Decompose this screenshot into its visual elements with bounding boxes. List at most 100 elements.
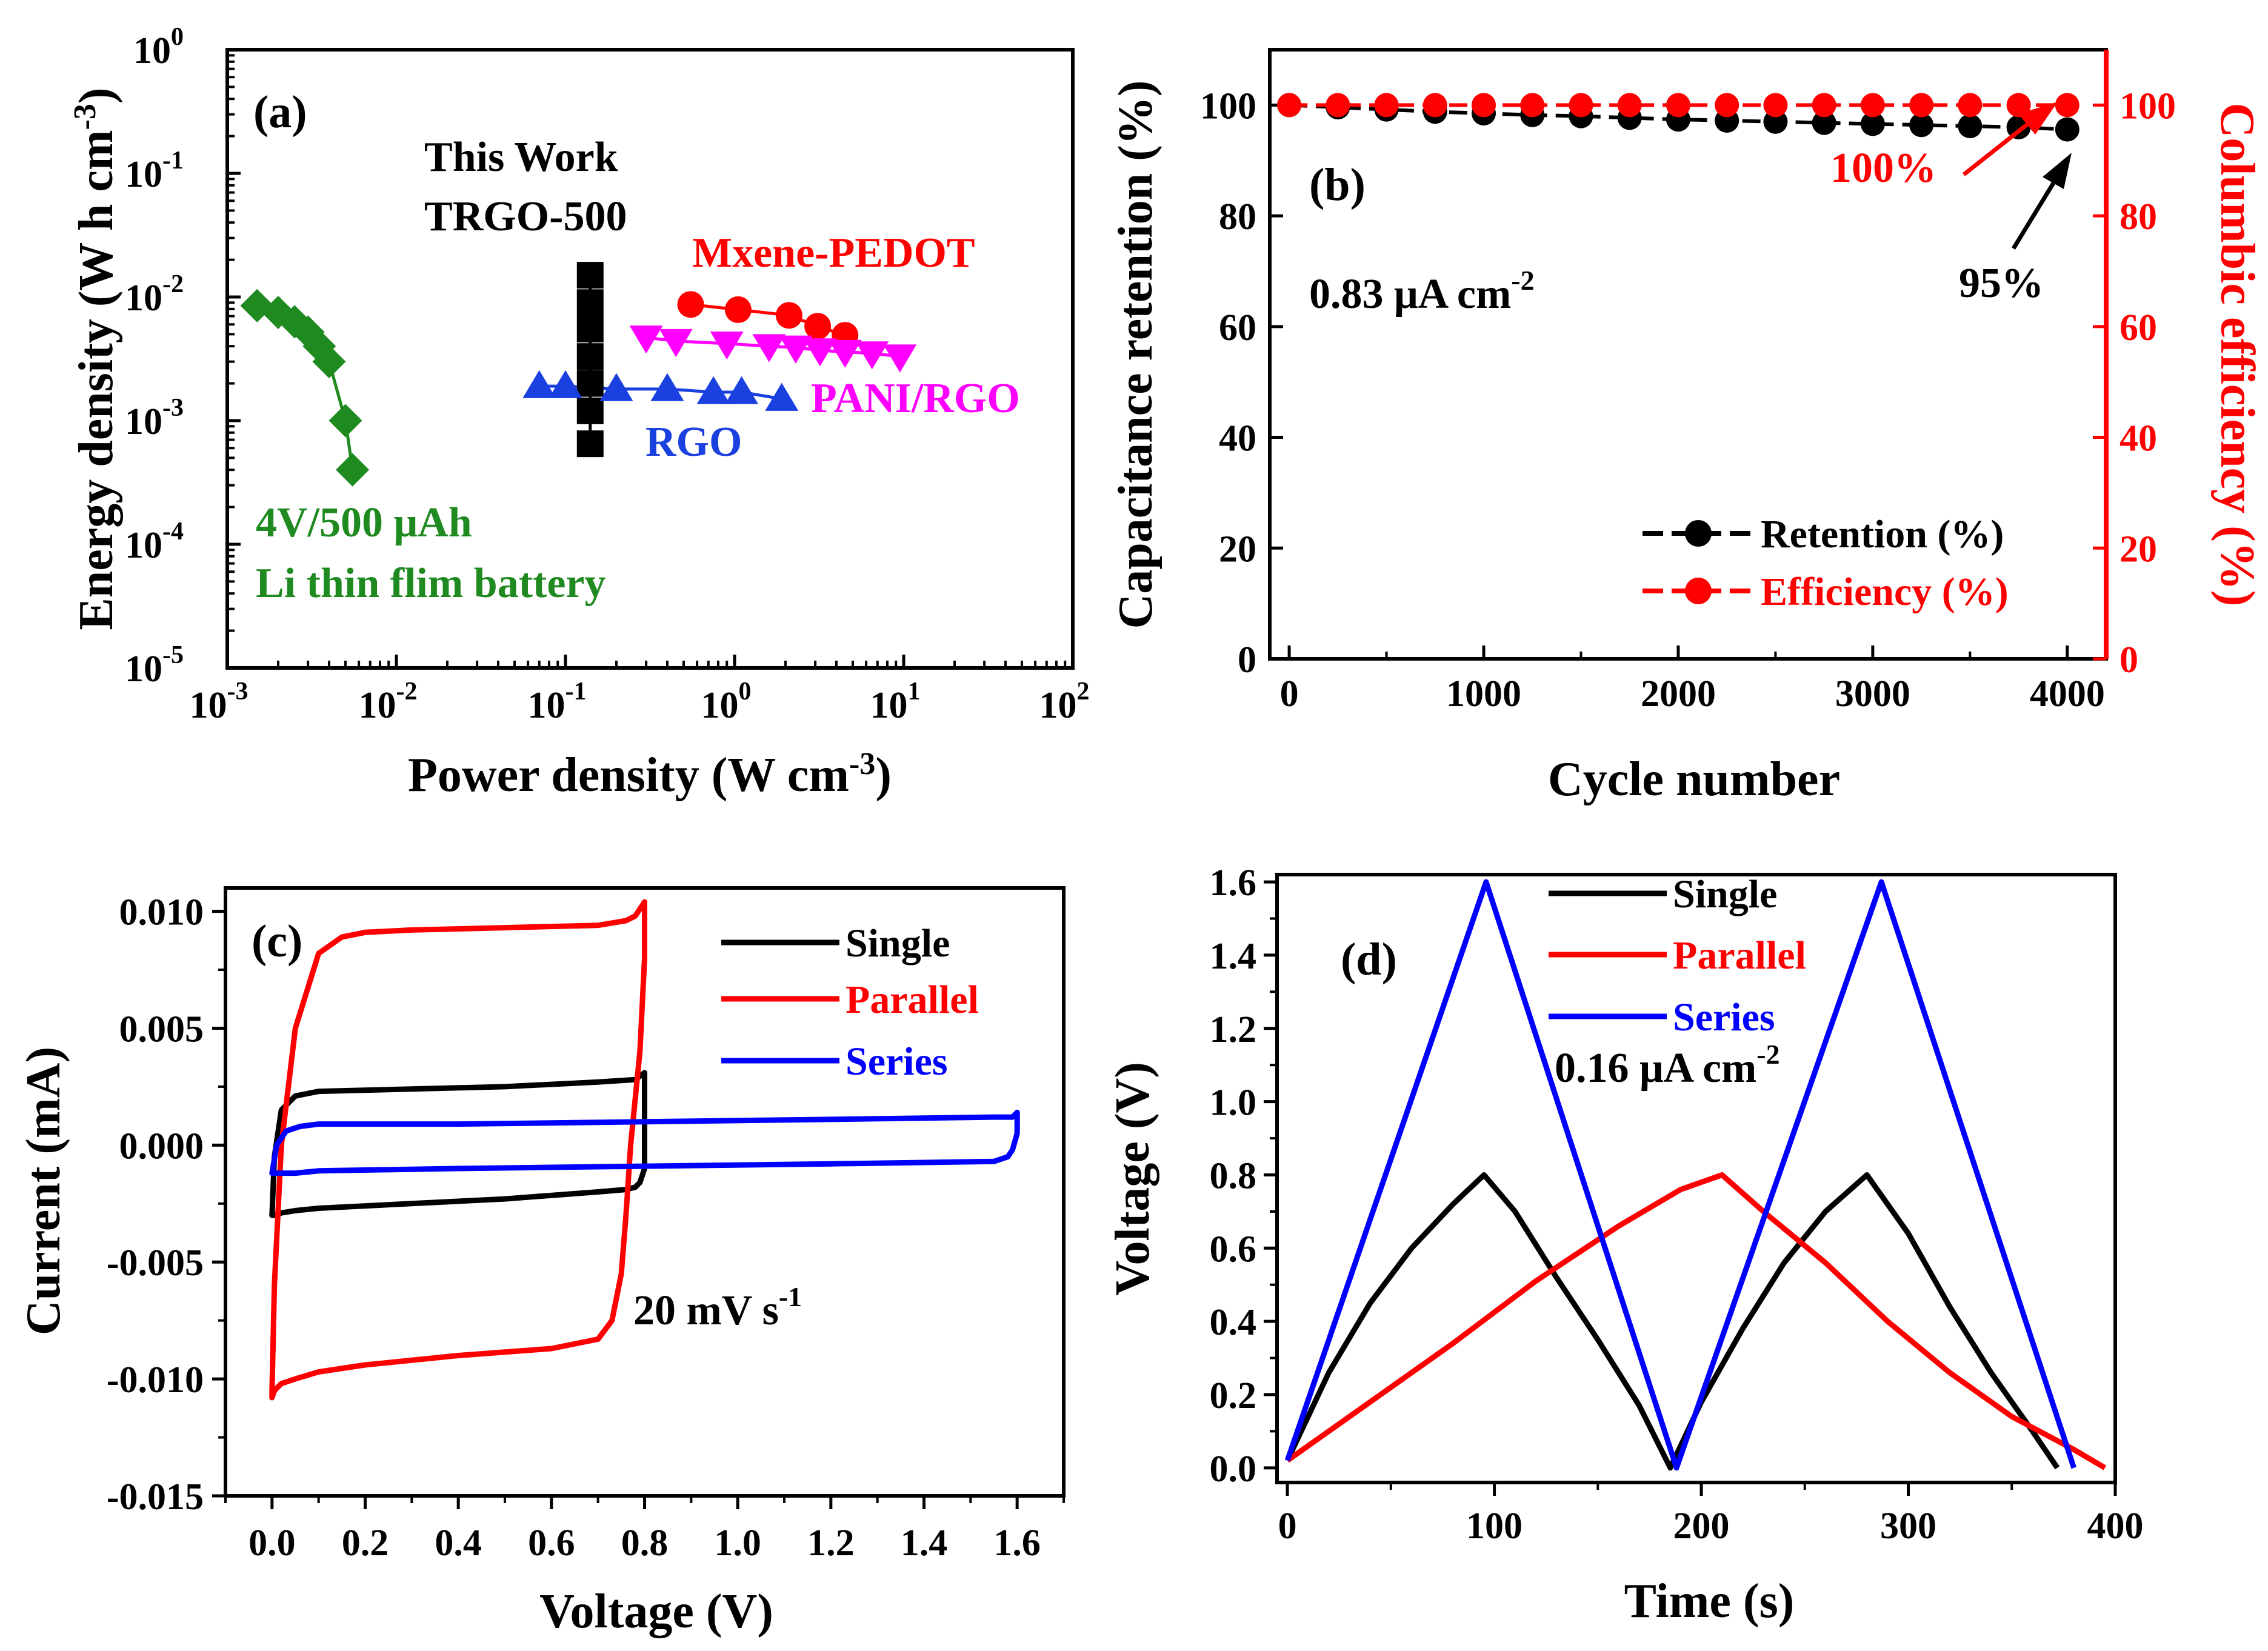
- panel-b-data-point: [1520, 93, 1545, 118]
- panel-b-y-tick-label: 40: [1219, 418, 1256, 459]
- panel-b-data-point: [1374, 93, 1399, 118]
- panel-a-x-tick-base: 10: [1039, 685, 1077, 726]
- panel-d-y-tick-label: 0.4: [1210, 1302, 1257, 1343]
- panel-a-x-tick-label: 102: [1039, 678, 1090, 726]
- panel-a-y-tick-exp: -5: [162, 641, 184, 669]
- panel-a-data-point: [828, 339, 862, 368]
- arrow-efficiency: [1962, 102, 2058, 176]
- panel-b-data-point: [2055, 117, 2080, 142]
- panel-b-data-point: [1423, 93, 1447, 118]
- panel-a-x-tick-base: 10: [528, 685, 565, 726]
- panel-b-y2-tick-label: 0: [2120, 639, 2138, 681]
- panel-b-data-point: [1909, 113, 1934, 138]
- panel-b-y2-tick-label: 100: [2120, 85, 2176, 127]
- panel-a-y-tick-label: 10-1: [125, 147, 184, 195]
- panel-d-x-tick-label: 400: [2087, 1506, 2144, 1547]
- panel-b-data-point: [2006, 93, 2031, 118]
- panel-b-markers: [1277, 93, 2080, 142]
- annotation-current-b-text: 0.83 μA cm: [1309, 271, 1511, 318]
- panel-a-data-point: [329, 404, 362, 438]
- legend-d-single-label: Single: [1673, 872, 1777, 916]
- panel-a-x-axis-label: Power density (W cm-3): [408, 747, 892, 802]
- panel-b-data-point: [1472, 93, 1496, 118]
- panel-b-data-point: [1666, 93, 1690, 118]
- panel-a-data-point: [710, 332, 744, 360]
- panel-a-frame: [225, 48, 1075, 670]
- panel-b: 0 1000 2000 3000 4000 0 20 40 60 80 100 0 20 40 60 80…: [1109, 48, 2264, 806]
- panel-a-x-tick-label: 10-2: [359, 678, 418, 726]
- panel-d-y-axis-label: Voltage (V): [1106, 1062, 1159, 1296]
- panel-b-data-point: [1326, 93, 1350, 118]
- panel-a-x-tick-base: 10: [870, 685, 908, 726]
- panel-a-data-point: [883, 344, 917, 373]
- panel-a-data-point: [804, 313, 832, 340]
- panel-a-data-point: [629, 325, 663, 354]
- panel-c-y-tick-label: 0.010: [119, 892, 204, 933]
- panel-b-data-point: [1958, 114, 1983, 139]
- annotation-retention-95: 95%: [1959, 260, 2044, 307]
- panel-a-x-tick-exp: 2: [1077, 678, 1090, 705]
- panel-b-x-tick-label: 2000: [1641, 673, 1716, 715]
- panel-a-y-tick-exp: -4: [162, 518, 184, 545]
- panel-a-y-tick-exp: -2: [162, 270, 184, 298]
- panel-a-data-point: [659, 329, 693, 358]
- annotation-scan-rate-exp: -1: [779, 1281, 802, 1312]
- panel-c-y-ticks: -0.015 -0.010 -0.005 0.000 0.005 0.010: [107, 892, 225, 1518]
- panel-a-x-tick-exp: 1: [908, 678, 921, 705]
- panel-b-x-tick-label: 0: [1280, 673, 1299, 715]
- panel-b-y-tick-label: 20: [1219, 529, 1256, 570]
- panel-d-y-tick-label: 1.4: [1210, 936, 1257, 977]
- panel-c-cv-curve: [269, 1070, 647, 1218]
- annotation-scan-rate: 20 mV s-1: [633, 1281, 802, 1334]
- panel-b-data-point: [1569, 93, 1593, 118]
- legend-c-parallel-label: Parallel: [845, 978, 979, 1022]
- panel-a-data-point: [240, 289, 274, 322]
- panel-a-x-tick-label: 10-3: [190, 678, 248, 726]
- panel-a-data-point: [803, 338, 837, 367]
- panel-a-y-tick-base: 10: [125, 649, 162, 690]
- panel-a-data-point: [724, 296, 752, 323]
- panel-a-data-point: [650, 373, 684, 401]
- annotation-mxene-pedot: Mxene-PEDOT: [692, 230, 975, 276]
- panel-a-x-tick-label: 101: [870, 678, 921, 726]
- panel-b-y2-axis-label: Columbic efficiency (%): [2210, 103, 2264, 607]
- annotation-current-d-text: 0.16 μA cm: [1555, 1045, 1756, 1092]
- panel-a-x-tick-base: 10: [359, 685, 396, 726]
- panel-a-data-point: [576, 370, 604, 397]
- panel-a-data-point: [576, 343, 604, 370]
- panel-b-y2-tick-label: 20: [2120, 529, 2157, 570]
- panel-a-data-point: [576, 315, 604, 342]
- panel-d-legend: Single Parallel Series: [1549, 872, 1806, 1039]
- legend-retention-label: Retention (%): [1761, 512, 2004, 556]
- panel-b-data-point: [1812, 110, 1836, 135]
- arrow-efficiency-head: [2018, 102, 2058, 135]
- panel-a-data-point: [696, 376, 730, 404]
- annotation-li-battery-line2: Li thin flim battery: [256, 560, 605, 607]
- panel-c-x-ticks: 0.0 0.2 0.4 0.6 0.8 1.0 1.2 1.4 1.6: [224, 1496, 1065, 1564]
- panel-b-x-ticks: 0 1000 2000 3000 4000: [1280, 645, 2105, 715]
- panel-a-y-tick-base: 10: [125, 278, 162, 319]
- panel-b-data-point: [1860, 93, 1885, 118]
- panel-b-y2-tick-label: 40: [2120, 418, 2157, 459]
- panel-c-x-tick-label: 0.2: [342, 1523, 389, 1564]
- annotation-rgo: RGO: [645, 419, 742, 465]
- panel-d-gcd-curve: [1284, 879, 2076, 1471]
- panel-c-x-axis-label: Voltage (V): [539, 1585, 773, 1638]
- panel-a-data-point: [677, 291, 704, 318]
- arrow-retention: [2012, 153, 2072, 250]
- panel-a-x-tick-exp: -2: [396, 678, 418, 705]
- panel-b-y2-tick-label: 60: [2120, 307, 2157, 349]
- panel-b-data-point: [1617, 93, 1642, 118]
- panel-b-y2-tick-label: 80: [2120, 196, 2157, 238]
- panel-d-y-tick-label: 1.0: [1210, 1082, 1257, 1124]
- panel-a-y-tick-base: 10: [125, 525, 162, 566]
- panel-b-y-axis-label: Capacitance retention (%): [1109, 81, 1162, 629]
- panel-a-markers: [240, 262, 917, 487]
- panel-a-x-tick-base: 10: [701, 685, 739, 726]
- panel-b-y-tick-label: 60: [1219, 307, 1256, 349]
- annotation-current-d-exp: -2: [1756, 1039, 1779, 1070]
- panel-d-y-tick-label: 0.6: [1210, 1229, 1257, 1270]
- panel-a-data-point: [576, 289, 604, 316]
